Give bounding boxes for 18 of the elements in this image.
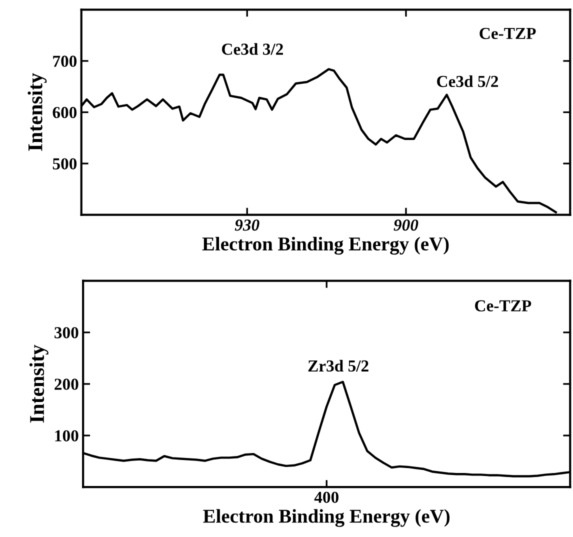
y-tick-label: 700 [53,56,77,67]
y-axis-title: Intensity [28,73,47,151]
y-tick-label: 100 [55,430,78,442]
y-axis-title: Intensity [29,344,48,423]
annotation: Ce3d 3/2 [222,43,283,55]
annotation: Ce-TZP [475,300,532,312]
y-tick-label: 500 [52,158,77,170]
y-tick-label: 200 [54,378,78,390]
annotation: Ce3d 5/2 [437,75,498,88]
x-axis-title: Electron Binding Energy (eV) [203,509,450,527]
x-axis-title: Electron Binding Energy (eV) [202,236,449,255]
x-tick-label: 930 [234,219,260,231]
y-tick-label: 600 [52,106,77,118]
annotation: Ce-TZP [480,28,536,40]
y-tick-label: 300 [54,327,78,338]
annotation: Zr3d 5/2 [308,360,368,372]
x-tick-label: 900 [394,219,418,231]
x-tick-label: 400 [314,492,338,503]
